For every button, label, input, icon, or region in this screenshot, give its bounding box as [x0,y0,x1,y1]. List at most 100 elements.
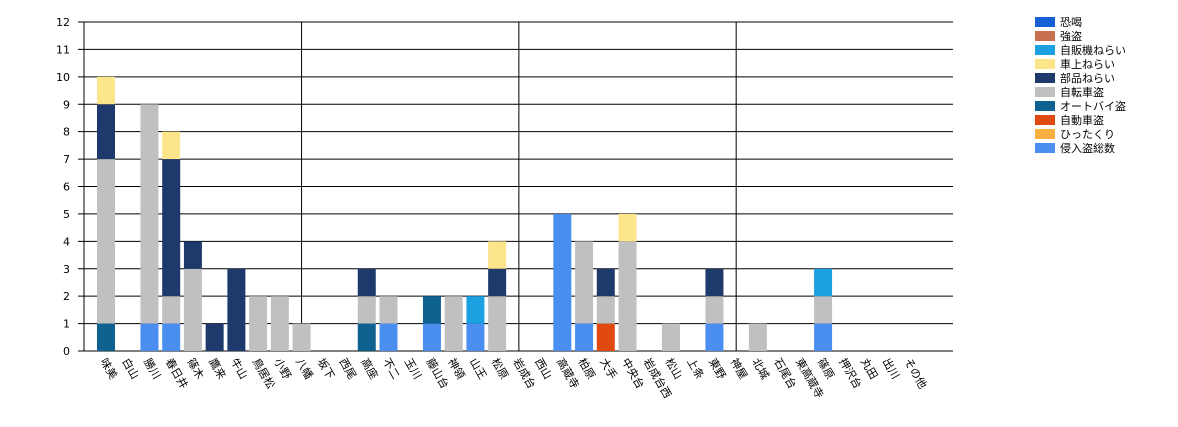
bar-segment [575,323,594,351]
x-tick-label: 篠原 [814,356,837,382]
bar-segment [466,323,485,351]
bar-segment [162,296,181,324]
legend-label: ひったくり [1060,128,1115,141]
bar-segment [97,159,115,324]
x-tick-label: 八幡 [293,356,316,382]
x-tick-label: 北城 [749,356,771,382]
legend-label: 自転車盗 [1060,85,1104,99]
y-tick-label: 5 [63,208,70,221]
x-tick-label: 東野 [706,356,728,382]
x-tick-label: 小野 [271,356,293,382]
x-tick-label: 玉川 [402,356,424,382]
legend-swatch [1035,87,1055,97]
y-tick-label: 12 [56,16,70,29]
bar-segment [183,241,202,269]
bar-segment [379,323,398,351]
bar-segment [97,104,115,160]
bar-segment [205,323,224,351]
legend-swatch [1035,115,1055,125]
x-tick-label: 西尾 [336,356,358,382]
bar-segment [618,241,637,351]
bar-segment [814,296,833,324]
y-tick-label: 2 [63,290,70,303]
bar-segment [357,296,376,324]
x-tick-label: 鷹来 [206,356,229,382]
bar-segment [814,323,833,351]
bar-segment [661,323,680,351]
y-tick-label: 4 [63,235,70,248]
legend-label: 自販機ねらい [1060,43,1126,57]
x-tick-label: 大手 [597,356,620,382]
bar-segment [596,296,615,324]
x-tick-label: 牛山 [228,356,251,382]
x-tick-label: 山王 [467,356,489,382]
x-tick-label: 神領 [445,356,468,382]
bar-segment [488,296,507,351]
bar-segment [705,268,724,297]
bar-segment [379,296,398,324]
x-tick-label: 松山 [662,356,685,382]
bar-segment [422,323,441,351]
legend-label: 恐喝 [1060,16,1082,29]
legend-label: オートバイ盗 [1060,100,1126,113]
bar-segment [596,268,615,297]
bar-segment [140,323,159,351]
x-tick-label: 松原 [489,356,512,382]
y-tick-label: 8 [63,126,70,139]
y-tick-label: 0 [63,345,70,358]
legend-swatch [1035,45,1055,55]
legend-swatch [1035,73,1055,83]
bar-segment [422,296,441,324]
x-tick-label: 西山 [532,356,554,382]
legend-label: 自動車盗 [1060,113,1104,127]
bar-segment [249,296,268,351]
legend-label: 部品ねらい [1060,71,1115,85]
legend-swatch [1035,31,1055,41]
x-tick-label: その他 [901,356,929,391]
bar-segment [618,213,637,242]
bar-segment [748,323,767,351]
bar-segment [270,296,289,351]
bar-segment [466,296,485,324]
bar-segment [575,241,594,324]
bar-segment [488,268,507,297]
legend-label: 強盗 [1060,30,1082,43]
bar-segment [292,323,311,351]
bar-segment [227,268,246,351]
x-tick-label: 白山 [119,356,142,382]
x-tick-label: 坂下 [315,356,337,382]
bar-segment [705,296,724,324]
bar-segment [162,131,181,160]
bar-segment [183,268,202,351]
x-tick-label: 篠木 [184,356,207,382]
x-tick-label: 出川 [880,356,903,382]
legend-swatch [1035,143,1055,153]
legend-swatch [1035,129,1055,139]
bar-segment [162,323,181,351]
bar-segment [814,268,833,297]
bar-segment [488,241,507,269]
x-tick-label: 神屋 [728,356,751,382]
bar-segment [140,104,159,324]
legend-label: 侵入盗総数 [1060,141,1115,155]
bar-segment [357,323,376,351]
bar-segment [97,76,115,105]
legend-label: 車上ねらい [1060,57,1115,71]
x-tick-label: 不二 [380,356,402,382]
bar-segment [596,323,615,351]
y-tick-label: 10 [56,71,70,84]
x-tick-label: 丸田 [858,356,880,382]
x-tick-label: 柏原 [575,356,598,382]
y-tick-label: 9 [63,98,70,111]
bar-segment [444,296,463,351]
legend-swatch [1035,17,1055,27]
y-tick-label: 1 [63,318,70,331]
y-tick-label: 6 [63,181,70,194]
y-tick-label: 7 [63,153,70,166]
bar-segment [357,268,376,297]
y-tick-label: 11 [56,43,70,56]
y-tick-label: 3 [63,263,70,276]
x-tick-label: 勝川 [141,356,164,382]
bar-segment [97,323,115,351]
